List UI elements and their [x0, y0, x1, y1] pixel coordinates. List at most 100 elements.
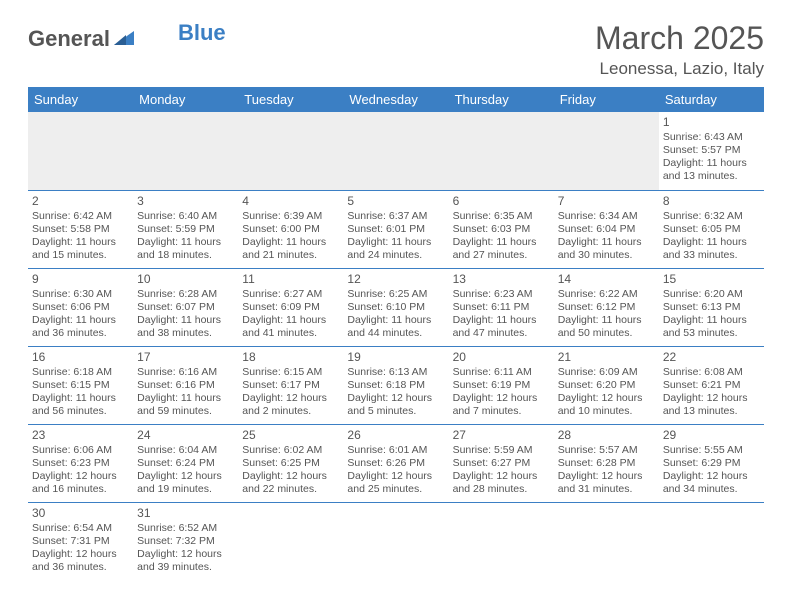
daylight-text: Daylight: 11 hours and 50 minutes.	[558, 314, 655, 340]
sunrise-text: Sunrise: 6:35 AM	[453, 210, 550, 223]
day-cell: 10Sunrise: 6:28 AMSunset: 6:07 PMDayligh…	[133, 268, 238, 346]
sunrise-text: Sunrise: 6:40 AM	[137, 210, 234, 223]
sunset-text: Sunset: 6:09 PM	[242, 301, 339, 314]
logo-word1: General	[28, 26, 110, 52]
daylight-text: Daylight: 11 hours and 36 minutes.	[32, 314, 129, 340]
sunrise-text: Sunrise: 6:32 AM	[663, 210, 760, 223]
sunrise-text: Sunrise: 6:13 AM	[347, 366, 444, 379]
daylight-text: Daylight: 12 hours and 19 minutes.	[137, 470, 234, 496]
day-cell: 9Sunrise: 6:30 AMSunset: 6:06 PMDaylight…	[28, 268, 133, 346]
day-cell: 3Sunrise: 6:40 AMSunset: 5:59 PMDaylight…	[133, 190, 238, 268]
day-number: 5	[347, 194, 444, 209]
day-number: 20	[453, 350, 550, 365]
daylight-text: Daylight: 11 hours and 56 minutes.	[32, 392, 129, 418]
sunset-text: Sunset: 6:10 PM	[347, 301, 444, 314]
day-cell	[449, 502, 554, 580]
sunrise-text: Sunrise: 6:09 AM	[558, 366, 655, 379]
daylight-text: Daylight: 11 hours and 44 minutes.	[347, 314, 444, 340]
day-cell	[554, 502, 659, 580]
day-cell: 13Sunrise: 6:23 AMSunset: 6:11 PMDayligh…	[449, 268, 554, 346]
day-cell: 12Sunrise: 6:25 AMSunset: 6:10 PMDayligh…	[343, 268, 448, 346]
day-cell: 2Sunrise: 6:42 AMSunset: 5:58 PMDaylight…	[28, 190, 133, 268]
daylight-text: Daylight: 11 hours and 47 minutes.	[453, 314, 550, 340]
sunset-text: Sunset: 6:12 PM	[558, 301, 655, 314]
day-cell: 5Sunrise: 6:37 AMSunset: 6:01 PMDaylight…	[343, 190, 448, 268]
week-row: 23Sunrise: 6:06 AMSunset: 6:23 PMDayligh…	[28, 424, 764, 502]
dh-sun: Sunday	[28, 87, 133, 112]
day-number: 22	[663, 350, 760, 365]
day-cell: 4Sunrise: 6:39 AMSunset: 6:00 PMDaylight…	[238, 190, 343, 268]
sunrise-text: Sunrise: 6:01 AM	[347, 444, 444, 457]
sunrise-text: Sunrise: 6:25 AM	[347, 288, 444, 301]
day-cell: 11Sunrise: 6:27 AMSunset: 6:09 PMDayligh…	[238, 268, 343, 346]
sunrise-text: Sunrise: 6:22 AM	[558, 288, 655, 301]
sunrise-text: Sunrise: 6:02 AM	[242, 444, 339, 457]
sunrise-text: Sunrise: 6:11 AM	[453, 366, 550, 379]
sunset-text: Sunset: 6:18 PM	[347, 379, 444, 392]
day-number: 6	[453, 194, 550, 209]
daylight-text: Daylight: 12 hours and 36 minutes.	[32, 548, 129, 574]
daylight-text: Daylight: 11 hours and 53 minutes.	[663, 314, 760, 340]
day-cell: 30Sunrise: 6:54 AMSunset: 7:31 PMDayligh…	[28, 502, 133, 580]
day-cell: 28Sunrise: 5:57 AMSunset: 6:28 PMDayligh…	[554, 424, 659, 502]
daylight-text: Daylight: 12 hours and 5 minutes.	[347, 392, 444, 418]
day-cell	[238, 112, 343, 190]
sunset-text: Sunset: 6:11 PM	[453, 301, 550, 314]
daylight-text: Daylight: 12 hours and 16 minutes.	[32, 470, 129, 496]
daylight-text: Daylight: 12 hours and 39 minutes.	[137, 548, 234, 574]
sunrise-text: Sunrise: 6:23 AM	[453, 288, 550, 301]
day-cell	[133, 112, 238, 190]
day-number: 8	[663, 194, 760, 209]
day-header-row: Sunday Monday Tuesday Wednesday Thursday…	[28, 87, 764, 112]
sunset-text: Sunset: 6:24 PM	[137, 457, 234, 470]
daylight-text: Daylight: 11 hours and 13 minutes.	[663, 157, 760, 183]
calendar-table: Sunday Monday Tuesday Wednesday Thursday…	[28, 87, 764, 580]
day-number: 10	[137, 272, 234, 287]
day-number: 25	[242, 428, 339, 443]
day-cell: 21Sunrise: 6:09 AMSunset: 6:20 PMDayligh…	[554, 346, 659, 424]
day-cell: 15Sunrise: 6:20 AMSunset: 6:13 PMDayligh…	[659, 268, 764, 346]
day-cell: 18Sunrise: 6:15 AMSunset: 6:17 PMDayligh…	[238, 346, 343, 424]
day-cell: 7Sunrise: 6:34 AMSunset: 6:04 PMDaylight…	[554, 190, 659, 268]
day-number: 24	[137, 428, 234, 443]
day-number: 19	[347, 350, 444, 365]
day-cell: 14Sunrise: 6:22 AMSunset: 6:12 PMDayligh…	[554, 268, 659, 346]
day-cell: 8Sunrise: 6:32 AMSunset: 6:05 PMDaylight…	[659, 190, 764, 268]
day-cell: 16Sunrise: 6:18 AMSunset: 6:15 PMDayligh…	[28, 346, 133, 424]
day-cell	[28, 112, 133, 190]
sunrise-text: Sunrise: 6:20 AM	[663, 288, 760, 301]
daylight-text: Daylight: 11 hours and 27 minutes.	[453, 236, 550, 262]
daylight-text: Daylight: 12 hours and 25 minutes.	[347, 470, 444, 496]
daylight-text: Daylight: 11 hours and 38 minutes.	[137, 314, 234, 340]
dh-mon: Monday	[133, 87, 238, 112]
sunset-text: Sunset: 5:58 PM	[32, 223, 129, 236]
week-row: 16Sunrise: 6:18 AMSunset: 6:15 PMDayligh…	[28, 346, 764, 424]
sunset-text: Sunset: 6:27 PM	[453, 457, 550, 470]
sunset-text: Sunset: 6:25 PM	[242, 457, 339, 470]
day-cell: 29Sunrise: 5:55 AMSunset: 6:29 PMDayligh…	[659, 424, 764, 502]
day-number: 9	[32, 272, 129, 287]
sunset-text: Sunset: 6:06 PM	[32, 301, 129, 314]
sunrise-text: Sunrise: 6:06 AM	[32, 444, 129, 457]
sunrise-text: Sunrise: 6:15 AM	[242, 366, 339, 379]
day-cell: 17Sunrise: 6:16 AMSunset: 6:16 PMDayligh…	[133, 346, 238, 424]
title-block: March 2025 Leonessa, Lazio, Italy	[595, 20, 764, 79]
sunrise-text: Sunrise: 5:57 AM	[558, 444, 655, 457]
day-number: 30	[32, 506, 129, 521]
day-number: 3	[137, 194, 234, 209]
daylight-text: Daylight: 12 hours and 22 minutes.	[242, 470, 339, 496]
sunset-text: Sunset: 6:13 PM	[663, 301, 760, 314]
daylight-text: Daylight: 12 hours and 28 minutes.	[453, 470, 550, 496]
sunset-text: Sunset: 6:16 PM	[137, 379, 234, 392]
sunrise-text: Sunrise: 6:04 AM	[137, 444, 234, 457]
daylight-text: Daylight: 11 hours and 18 minutes.	[137, 236, 234, 262]
daylight-text: Daylight: 11 hours and 59 minutes.	[137, 392, 234, 418]
logo: General Blue	[28, 26, 226, 52]
day-cell: 26Sunrise: 6:01 AMSunset: 6:26 PMDayligh…	[343, 424, 448, 502]
day-cell	[554, 112, 659, 190]
sunrise-text: Sunrise: 6:43 AM	[663, 131, 760, 144]
daylight-text: Daylight: 12 hours and 2 minutes.	[242, 392, 339, 418]
daylight-text: Daylight: 12 hours and 13 minutes.	[663, 392, 760, 418]
sunset-text: Sunset: 5:59 PM	[137, 223, 234, 236]
dh-fri: Friday	[554, 87, 659, 112]
